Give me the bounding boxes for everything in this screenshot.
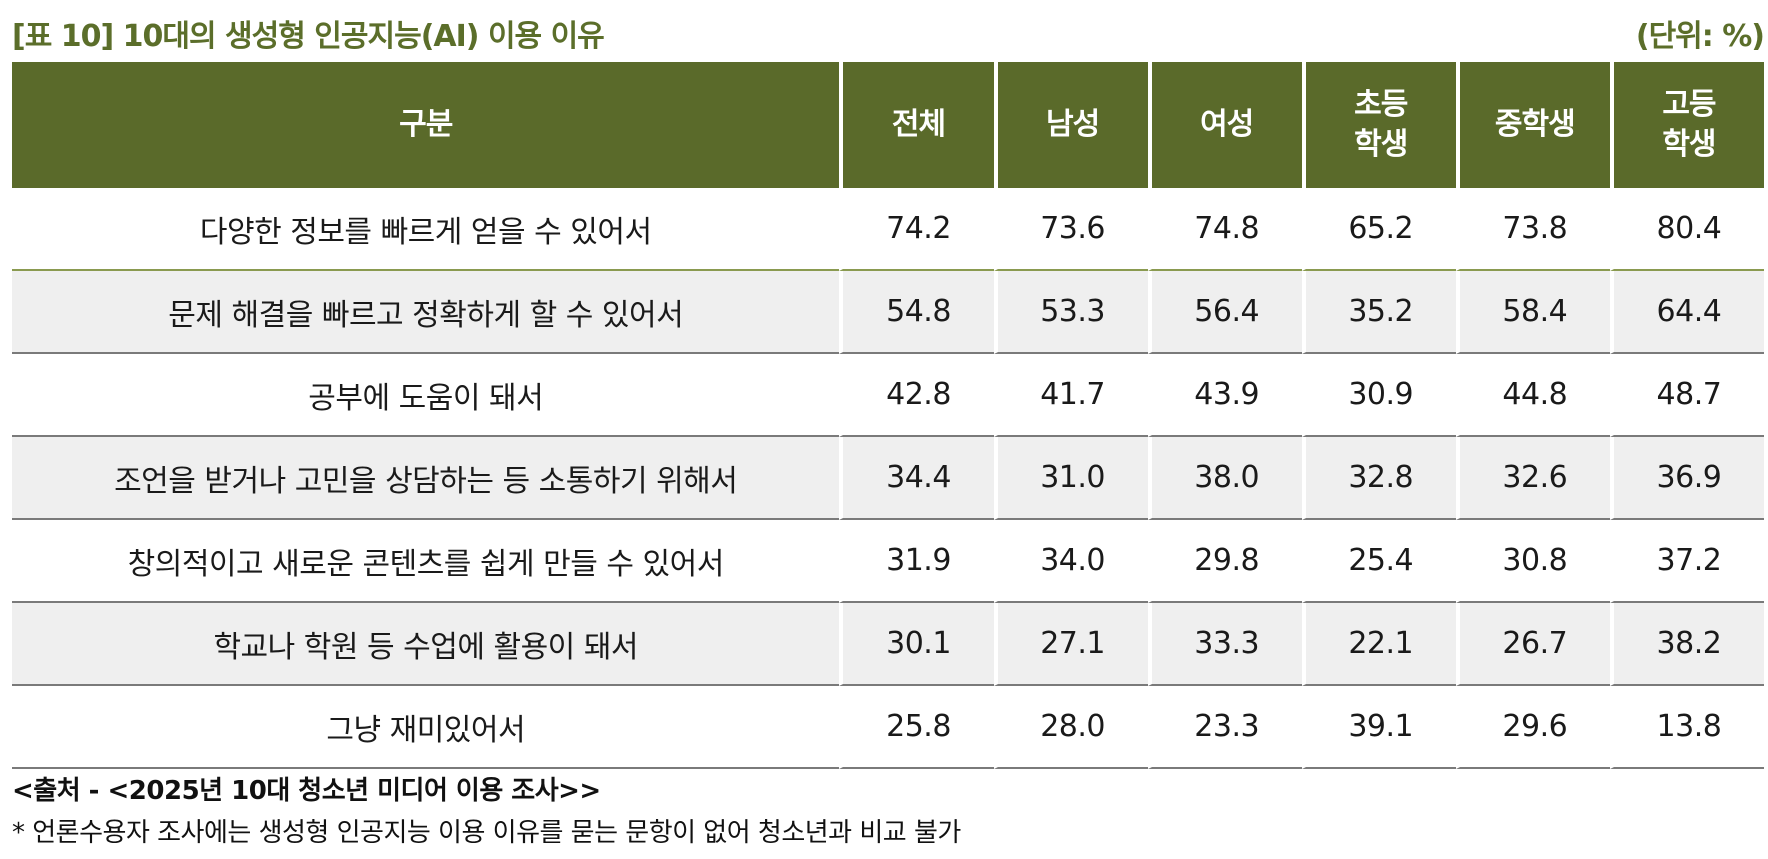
cell-value: 32.8 xyxy=(1301,437,1456,520)
cell-value: 25.4 xyxy=(1301,520,1456,603)
row-label: 창의적이고 새로운 콘텐츠를 쉽게 만들 수 있어서 xyxy=(12,520,840,603)
row-label: 그냥 재미있어서 xyxy=(12,686,840,769)
cell-value: 23.3 xyxy=(1147,686,1302,769)
header-female: 여성 xyxy=(1147,62,1302,188)
table-title: [표 10] 10대의 생성형 인공지능(AI) 이용 이유 xyxy=(12,19,605,54)
cell-value: 65.2 xyxy=(1301,188,1456,271)
row-label: 조언을 받거나 고민을 상담하는 등 소통하기 위해서 xyxy=(12,437,840,520)
header-total: 전체 xyxy=(839,62,994,188)
cell-value: 73.6 xyxy=(993,188,1148,271)
table-row: 학교나 학원 등 수업에 활용이 돼서 30.1 27.1 33.3 22.1 … xyxy=(12,603,1764,686)
cell-value: 38.2 xyxy=(1609,603,1764,686)
footnote: * 언론수용자 조사에는 생성형 인공지능 이용 이유를 묻는 문항이 없어 청… xyxy=(12,818,961,848)
cell-value: 58.4 xyxy=(1455,271,1610,354)
cell-value: 80.4 xyxy=(1609,188,1764,271)
cell-value: 26.7 xyxy=(1455,603,1610,686)
table-row: 조언을 받거나 고민을 상담하는 등 소통하기 위해서 34.4 31.0 38… xyxy=(12,437,1764,520)
cell-value: 32.6 xyxy=(1455,437,1610,520)
header-middle-school: 중학생 xyxy=(1455,62,1610,188)
cell-value: 30.1 xyxy=(839,603,994,686)
row-label: 문제 해결을 빠르고 정확하게 할 수 있어서 xyxy=(12,271,840,354)
cell-value: 44.8 xyxy=(1455,354,1610,437)
cell-value: 64.4 xyxy=(1609,271,1764,354)
table-row: 다양한 정보를 빠르게 얻을 수 있어서 74.2 73.6 74.8 65.2… xyxy=(12,188,1764,271)
table-row: 창의적이고 새로운 콘텐츠를 쉽게 만들 수 있어서 31.9 34.0 29.… xyxy=(12,520,1764,603)
cell-value: 27.1 xyxy=(993,603,1148,686)
cell-value: 74.8 xyxy=(1147,188,1302,271)
cell-value: 31.9 xyxy=(839,520,994,603)
cell-value: 35.2 xyxy=(1301,271,1456,354)
cell-value: 39.1 xyxy=(1301,686,1456,769)
row-label: 공부에 도움이 돼서 xyxy=(12,354,840,437)
cell-value: 13.8 xyxy=(1609,686,1764,769)
table-row: 공부에 도움이 돼서 42.8 41.7 43.9 30.9 44.8 48.7 xyxy=(12,354,1764,437)
table-row: 그냥 재미있어서 25.8 28.0 23.3 39.1 29.6 13.8 xyxy=(12,686,1764,769)
cell-value: 31.0 xyxy=(993,437,1148,520)
source-citation: <출처 - <2025년 10대 청소년 미디어 이용 조사>> xyxy=(12,776,601,806)
header-elementary: 초등 학생 xyxy=(1301,62,1456,188)
cell-value: 74.2 xyxy=(839,188,994,271)
row-label: 다양한 정보를 빠르게 얻을 수 있어서 xyxy=(12,188,840,271)
cell-value: 43.9 xyxy=(1147,354,1302,437)
cell-value: 36.9 xyxy=(1609,437,1764,520)
cell-value: 54.8 xyxy=(839,271,994,354)
cell-value: 41.7 xyxy=(993,354,1148,437)
data-table: 구분 전체 남성 여성 초등 학생 중학생 고등 학생 다양한 정보를 빠르게 … xyxy=(12,62,1764,769)
cell-value: 22.1 xyxy=(1301,603,1456,686)
header-row: 구분 전체 남성 여성 초등 학생 중학생 고등 학생 xyxy=(12,62,1764,188)
cell-value: 30.8 xyxy=(1455,520,1610,603)
cell-value: 28.0 xyxy=(993,686,1148,769)
cell-value: 37.2 xyxy=(1609,520,1764,603)
cell-value: 53.3 xyxy=(993,271,1148,354)
header-category: 구분 xyxy=(12,62,840,188)
table-row: 문제 해결을 빠르고 정확하게 할 수 있어서 54.8 53.3 56.4 3… xyxy=(12,271,1764,354)
cell-value: 29.8 xyxy=(1147,520,1302,603)
cell-value: 73.8 xyxy=(1455,188,1610,271)
cell-value: 34.0 xyxy=(993,520,1148,603)
cell-value: 34.4 xyxy=(839,437,994,520)
cell-value: 29.6 xyxy=(1455,686,1610,769)
cell-value: 42.8 xyxy=(839,354,994,437)
row-label: 학교나 학원 등 수업에 활용이 돼서 xyxy=(12,603,840,686)
unit-label: (단위: %) xyxy=(1635,19,1765,54)
title-row: [표 10] 10대의 생성형 인공지능(AI) 이용 이유 (단위: %) xyxy=(12,8,1765,58)
cell-value: 38.0 xyxy=(1147,437,1302,520)
cell-value: 30.9 xyxy=(1301,354,1456,437)
header-high-school: 고등 학생 xyxy=(1609,62,1764,188)
cell-value: 33.3 xyxy=(1147,603,1302,686)
cell-value: 56.4 xyxy=(1147,271,1302,354)
header-male: 남성 xyxy=(993,62,1148,188)
cell-value: 25.8 xyxy=(839,686,994,769)
cell-value: 48.7 xyxy=(1609,354,1764,437)
